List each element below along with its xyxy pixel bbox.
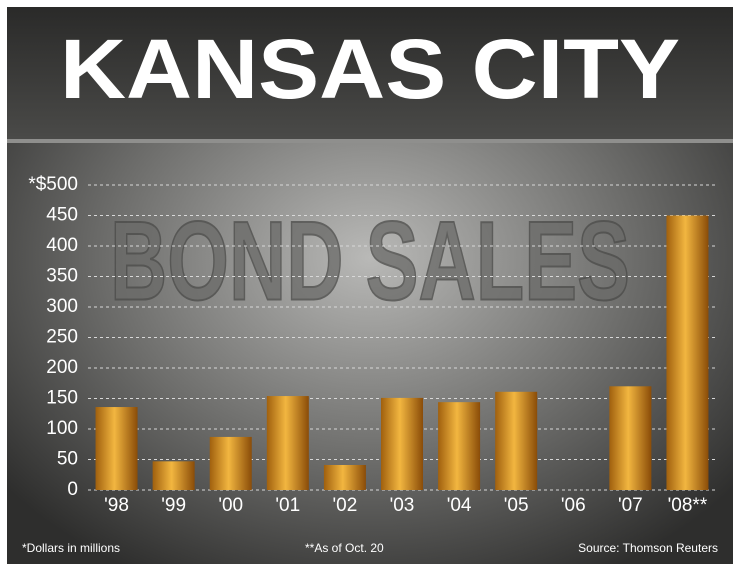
source: Source: Thomson Reuters [578,541,718,555]
footnote: *Dollars in millions [22,541,120,555]
footnote: **As of Oct. 20 [305,541,384,555]
y-tick-label: 200 [46,357,78,378]
x-tick-label: '08** [668,495,708,516]
bar [381,397,423,490]
y-tick-label: 50 [57,449,78,470]
x-tick-label: '06 [561,495,586,516]
bar [209,436,252,490]
x-tick-label: '07 [618,495,643,516]
bar [152,461,195,490]
bar [609,386,652,490]
bar [266,396,309,490]
header-rule [7,139,733,143]
chart-title: KANSAS CITY [60,22,680,116]
x-tick-label: '04 [447,495,472,516]
y-tick-label: 150 [46,388,78,409]
watermark-subtitle: BOND SALES [110,199,630,324]
bar [323,464,366,490]
x-tick-label: '03 [390,495,415,516]
bar [438,402,481,490]
x-tick-label: '00 [218,495,243,516]
y-tick-label: 100 [46,418,78,439]
x-tick-label: '98 [104,495,129,516]
bar [95,407,138,490]
plot: 0 50 100 150 200 250 300 350 400 450 *$500 '98 '99 '0… [28,174,716,516]
y-tick-label: 450 [46,205,78,226]
y-tick-label: 250 [46,327,78,348]
x-tick-label: '01 [275,495,300,516]
bar [495,391,538,490]
y-tick-label: 350 [46,266,78,287]
y-tick-label: *$500 [28,174,78,195]
x-tick-label: '99 [161,495,186,516]
x-tick-label: '02 [333,495,358,516]
y-tick-label: 400 [46,235,78,256]
header [7,7,733,139]
bar [666,215,709,490]
y-tick-label: 0 [67,479,78,500]
y-tick-label: 300 [46,296,78,317]
x-tick-label: '05 [504,495,529,516]
